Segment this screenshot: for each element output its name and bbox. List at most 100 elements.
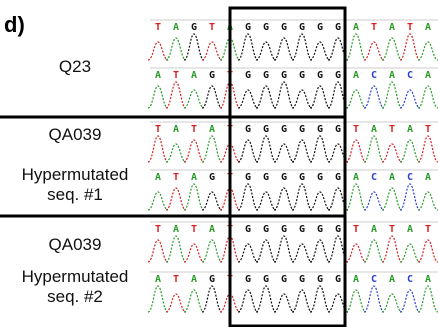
base-call: G bbox=[191, 22, 197, 33]
base-call: C bbox=[407, 274, 413, 285]
base-call: A bbox=[371, 224, 377, 235]
trace-peak bbox=[148, 86, 168, 108]
trace-peak bbox=[364, 42, 384, 60]
trace-peak bbox=[346, 244, 366, 262]
trace-peak bbox=[256, 240, 276, 262]
trace-peak bbox=[346, 184, 366, 210]
base-call: A bbox=[425, 22, 431, 33]
trace-peak bbox=[166, 144, 186, 162]
trace-peak bbox=[274, 144, 294, 162]
trace-peak bbox=[292, 184, 312, 210]
trace-peak bbox=[238, 90, 258, 108]
base-call: T bbox=[155, 124, 161, 135]
trace-peak bbox=[184, 140, 204, 162]
base-call: G bbox=[245, 172, 251, 183]
trace-peak bbox=[292, 34, 312, 60]
base-call: G bbox=[281, 172, 287, 183]
base-call: T bbox=[371, 22, 377, 33]
trace-peak bbox=[166, 294, 186, 312]
trace-peak bbox=[202, 192, 222, 210]
sample-label: seq. #1 bbox=[47, 185, 103, 204]
base-call: C bbox=[371, 274, 377, 285]
sample-label: Q23 bbox=[59, 57, 91, 76]
base-call: G bbox=[299, 224, 305, 235]
trace-peak bbox=[256, 136, 276, 162]
trace-peak bbox=[382, 236, 402, 262]
panel-label: d) bbox=[4, 12, 25, 37]
base-call: T bbox=[173, 70, 179, 81]
base-call: A bbox=[191, 274, 197, 285]
base-call: G bbox=[263, 224, 269, 235]
base-call: T bbox=[173, 172, 179, 183]
sample-label: Hypermutated bbox=[22, 165, 129, 184]
trace-peak bbox=[238, 244, 258, 262]
trace-peak bbox=[256, 192, 276, 210]
trace-peak bbox=[184, 184, 204, 210]
base-call: G bbox=[263, 274, 269, 285]
trace-peak bbox=[256, 286, 276, 312]
base-call: G bbox=[335, 70, 341, 81]
base-call: G bbox=[317, 224, 323, 235]
trace-peak bbox=[148, 286, 168, 312]
base-call: G bbox=[245, 124, 251, 135]
trace-peak bbox=[346, 34, 366, 60]
trace-peak bbox=[148, 192, 168, 210]
trace-peak bbox=[274, 188, 294, 210]
base-call: T bbox=[353, 124, 359, 135]
trace-peak bbox=[184, 290, 204, 312]
base-call: G bbox=[263, 124, 269, 135]
base-call: A bbox=[389, 274, 395, 285]
base-call: A bbox=[389, 70, 395, 81]
base-call: G bbox=[317, 124, 323, 135]
figure-panel: d) Q23 QA039 Hypermutated seq. #1 QA039 … bbox=[0, 0, 438, 327]
trace-peak bbox=[202, 86, 222, 108]
sample-label: QA039 bbox=[49, 125, 102, 144]
base-call: G bbox=[245, 70, 251, 81]
base-call: T bbox=[407, 22, 413, 33]
trace-peak bbox=[364, 136, 384, 162]
trace-peak bbox=[400, 290, 420, 312]
base-call: A bbox=[353, 22, 359, 33]
base-call: A bbox=[389, 172, 395, 183]
base-call: A bbox=[407, 224, 413, 235]
trace-peak bbox=[184, 34, 204, 60]
trace-peak bbox=[184, 90, 204, 108]
trace-peak bbox=[346, 90, 366, 108]
base-call: T bbox=[389, 124, 395, 135]
sample-label: QA039 bbox=[49, 235, 102, 254]
trace-peak bbox=[310, 86, 330, 108]
trace-peak bbox=[418, 286, 438, 312]
trace-peak bbox=[364, 240, 384, 262]
trace-peak bbox=[292, 290, 312, 312]
trace-peak bbox=[364, 86, 384, 108]
trace-peak bbox=[382, 294, 402, 312]
base-call: C bbox=[407, 70, 413, 81]
base-call: T bbox=[425, 124, 431, 135]
trace-peak bbox=[310, 192, 330, 210]
sample-label: seq. #2 bbox=[47, 287, 103, 306]
base-call: A bbox=[353, 274, 359, 285]
trace-peak bbox=[418, 240, 438, 262]
trace-peak bbox=[274, 82, 294, 108]
base-call: C bbox=[371, 172, 377, 183]
trace-peak bbox=[346, 290, 366, 312]
trace-peak bbox=[418, 86, 438, 108]
trace-peak bbox=[292, 90, 312, 108]
base-call: C bbox=[407, 172, 413, 183]
trace-peak bbox=[202, 136, 222, 162]
base-call: T bbox=[155, 22, 161, 33]
trace-peak bbox=[274, 294, 294, 312]
trace-peak bbox=[256, 42, 276, 60]
base-call: G bbox=[245, 224, 251, 235]
trace-peak bbox=[166, 188, 186, 210]
base-call: A bbox=[407, 124, 413, 135]
base-call: A bbox=[173, 224, 179, 235]
trace-peak bbox=[148, 240, 168, 262]
base-call: G bbox=[245, 22, 251, 33]
trace-peak bbox=[238, 34, 258, 60]
trace-peak bbox=[238, 184, 258, 210]
base-call: G bbox=[335, 172, 341, 183]
trace-peak bbox=[364, 192, 384, 210]
base-call: A bbox=[173, 124, 179, 135]
